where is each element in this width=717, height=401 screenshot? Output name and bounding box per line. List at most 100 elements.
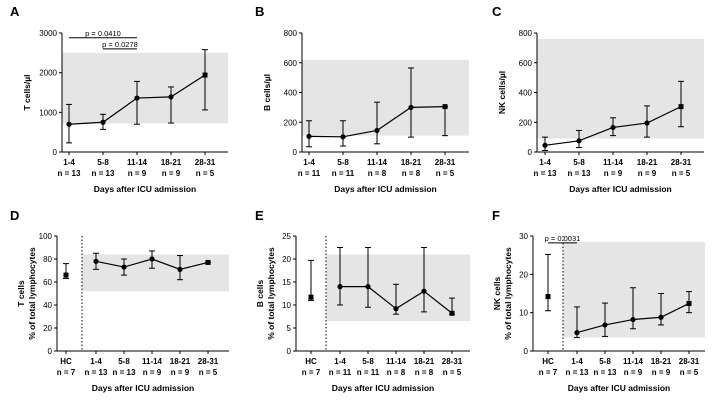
y-tick-label-d: 100 (39, 232, 53, 241)
y-tick-label-a: 0 (53, 148, 58, 157)
n-label-e: n = 5 (443, 368, 462, 377)
data-point-c (678, 104, 684, 110)
n-label-c: n = 13 (568, 169, 591, 178)
y-tick-label-f: 20 (519, 270, 528, 279)
panel-c: C 0 200 400 600 800 1-4 n = 13 5-8 n = 13 11-14 n … (492, 4, 704, 194)
hc-label-f: HC (542, 357, 554, 366)
y-tick-label-b: 0 (293, 148, 298, 157)
data-point-a (134, 95, 140, 101)
hc-point-e (308, 294, 314, 300)
x-axis-title-c: Days after ICU admission (569, 184, 672, 194)
data-point-f (574, 330, 580, 336)
y-axis-title-f: % of total lymphocytes (503, 247, 513, 340)
x-tick-label-d: 11-14 (142, 357, 163, 366)
data-point-d (121, 264, 127, 270)
data-point-e (337, 284, 343, 290)
data-point-f (686, 300, 692, 306)
data-point-c (610, 124, 616, 131)
y-tick-label-d: 80 (43, 255, 52, 264)
x-tick-label-b: 1-4 (303, 158, 315, 167)
x-tick-label-f: 18-21 (651, 357, 672, 366)
data-point-c (644, 120, 650, 126)
panel-letter-f: F (492, 208, 500, 223)
n-label-e: n = 11 (329, 368, 352, 377)
n-label-b: n = 11 (332, 169, 355, 178)
x-tick-label-d: 1-4 (90, 357, 102, 366)
panel-letter-d: D (10, 208, 19, 223)
y-tick-label-c: 800 (519, 29, 533, 38)
x-tick-label-b: 28-31 (435, 158, 456, 167)
n-label-c: n = 5 (672, 169, 691, 178)
x-tick-label-f: 28-31 (679, 357, 700, 366)
n-label-a: n = 5 (196, 169, 215, 178)
n-label-e: n = 11 (357, 368, 380, 377)
y-axis-title-top-e: B cells (255, 280, 265, 308)
data-point-a (202, 72, 208, 78)
y-axis-title-b: B cells/µl (262, 74, 272, 111)
n-label-b: n = 5 (436, 169, 455, 178)
data-point-e (393, 306, 399, 312)
x-tick-label-c: 28-31 (671, 158, 692, 167)
data-point-b (306, 133, 312, 139)
panel-letter-c: C (492, 4, 502, 19)
n-label-c: n = 9 (604, 169, 623, 178)
reference-band-a (62, 52, 228, 124)
n-label-a: n = 13 (92, 169, 115, 178)
y-axis-title-e: % of total lymphocytes (266, 247, 276, 340)
y-tick-label-e: 25 (282, 232, 291, 241)
x-tick-label-a: 1-4 (63, 158, 75, 167)
data-point-e (449, 310, 455, 316)
y-tick-label-a: 1000 (39, 108, 57, 117)
panel-d: D 0 20 40 60 80 100 1-4 n = 13 5-8 n = 13 11-14 n =… (10, 208, 229, 393)
n-label-c: n = 13 (534, 169, 557, 178)
x-tick-label-c: 18-21 (637, 158, 658, 167)
data-point-a (66, 121, 72, 127)
x-tick-label-d: 18-21 (170, 357, 191, 366)
panel-e: E 0 5 10 15 20 25 1-4 n = 11 5-8 n = 11 11-14 n = 8… (255, 208, 470, 393)
y-tick-label-b: 800 (284, 29, 298, 38)
x-tick-label-f: 1-4 (571, 357, 583, 366)
panel-f: F 0 10 20 30 1-4 n = 13 5-8 n = 13 11-14 n = 9 18-… (492, 208, 705, 393)
n-label-a: n = 9 (128, 169, 147, 178)
data-point-b (408, 104, 414, 110)
pvalue-label-a: p = 0.0410 (85, 29, 121, 38)
reference-band-b (302, 59, 469, 136)
hc-label-d: HC (60, 357, 72, 366)
data-point-a (100, 119, 106, 125)
data-point-d (177, 266, 183, 272)
n-label-b: n = 8 (402, 169, 421, 178)
y-tick-label-d: 60 (43, 278, 52, 287)
panel-b: B 0 200 400 600 800 1-4 n = 11 5-8 n = 11 11-14 n … (255, 4, 469, 194)
y-tick-label-c: 200 (519, 118, 533, 127)
y-axis-title-a: T cells/µl (22, 74, 32, 110)
x-tick-label-d: 5-8 (118, 357, 130, 366)
n-label-e: n = 8 (415, 368, 434, 377)
y-axis-title-c: NK cells/µl (497, 71, 507, 114)
y-tick-label-e: 5 (287, 324, 292, 333)
y-tick-label-e: 15 (282, 278, 291, 287)
hc-n-label-d: n = 7 (57, 368, 76, 377)
y-tick-label-b: 200 (284, 118, 298, 127)
n-label-b: n = 8 (368, 169, 387, 178)
y-tick-label-c: 400 (519, 89, 533, 98)
x-axis-title-a: Days after ICU admission (94, 184, 197, 194)
pvalue-label-f: p = 0.0031 (545, 234, 581, 243)
panel-letter-a: A (10, 4, 20, 19)
panel-a: A 0 1000 2000 3000 1-4 n = 13 5-8 n = 13 11-14 n … (10, 4, 228, 194)
x-tick-label-e: 5-8 (362, 357, 374, 366)
x-tick-label-a: 11-14 (127, 158, 148, 167)
data-point-b (374, 127, 380, 134)
n-label-c: n = 9 (638, 169, 657, 178)
data-point-b (340, 134, 346, 140)
data-point-c (576, 138, 582, 144)
n-label-a: n = 9 (162, 169, 181, 178)
n-label-f: n = 9 (624, 368, 643, 377)
n-label-f: n = 13 (566, 368, 589, 377)
hc-point-d (63, 272, 69, 278)
y-tick-label-b: 400 (284, 89, 298, 98)
y-tick-label-d: 20 (43, 324, 52, 333)
y-tick-label-f: 10 (519, 309, 528, 318)
x-tick-label-f: 11-14 (623, 357, 644, 366)
x-tick-label-a: 5-8 (97, 158, 109, 167)
n-label-d: n = 5 (199, 368, 218, 377)
